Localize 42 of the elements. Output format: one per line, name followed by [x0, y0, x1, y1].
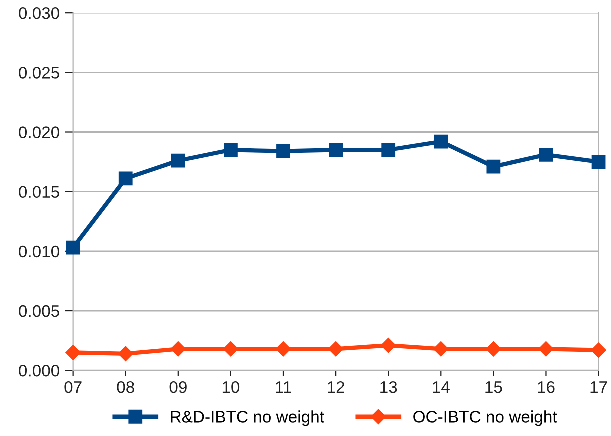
x-tick-label: 09 — [170, 381, 187, 394]
y-tick-label: 0.030 — [19, 7, 60, 20]
point — [381, 338, 396, 354]
point — [224, 143, 238, 158]
point — [170, 342, 186, 357]
point — [592, 155, 606, 169]
legend-label: OC-IBTC no weight — [414, 410, 558, 426]
x-tick-label: 12 — [328, 381, 344, 394]
x-tick-label: 07 — [64, 381, 82, 394]
x-tick-label: 13 — [380, 381, 398, 394]
x-tick-label: 16 — [538, 381, 555, 394]
point — [591, 342, 606, 358]
x-tick-label: 10 — [222, 381, 240, 394]
point — [434, 134, 448, 149]
point — [66, 345, 81, 360]
y-tick-label: 0.025 — [19, 67, 60, 79]
point — [276, 342, 292, 357]
y-tick-label: 0.020 — [19, 126, 60, 138]
point — [382, 143, 396, 158]
x-tick-label: 08 — [117, 381, 134, 394]
point — [486, 160, 501, 174]
point — [118, 172, 133, 186]
y-tick-label: 0.015 — [19, 186, 60, 198]
x-tick-label: 14 — [433, 382, 450, 394]
point — [486, 342, 502, 357]
point — [118, 346, 134, 362]
point — [538, 342, 554, 357]
point — [434, 342, 449, 357]
legend-label: R&D-IBTC no weight — [171, 410, 324, 426]
point — [276, 144, 290, 158]
x-tick-label: 17 — [590, 382, 608, 394]
point — [223, 342, 239, 357]
point — [329, 143, 343, 158]
point — [539, 148, 554, 162]
point — [66, 240, 80, 255]
y-tick-label: 0.000 — [19, 365, 60, 377]
x-tick-label: 15 — [486, 382, 502, 394]
y-tick-label: 0.005 — [19, 305, 60, 318]
x-tick-label: 11 — [276, 382, 292, 394]
y-tick-label: 0.010 — [19, 246, 60, 258]
point — [171, 154, 186, 168]
point — [328, 342, 344, 357]
